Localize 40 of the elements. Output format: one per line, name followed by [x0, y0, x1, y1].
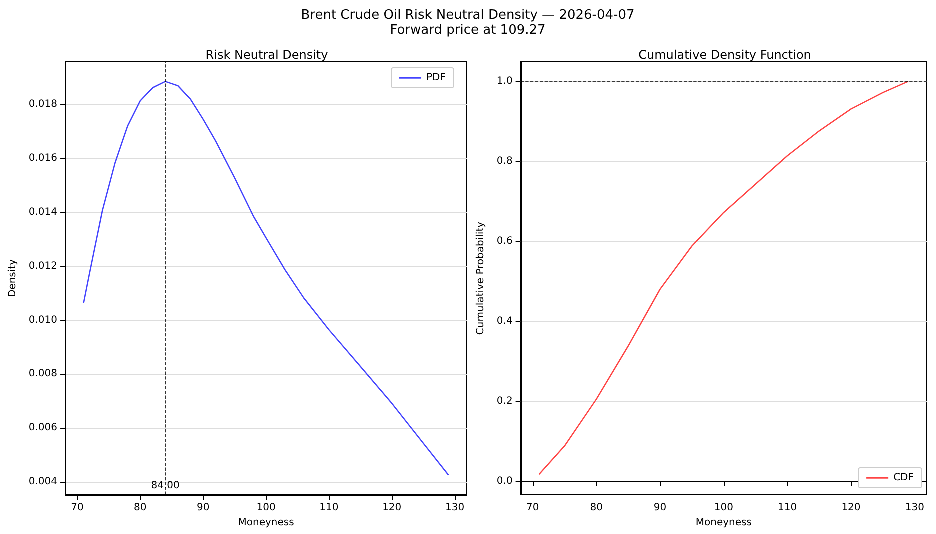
x-tick-label: 70 — [526, 502, 540, 514]
y-tick-label: 0.016 — [28, 153, 58, 164]
x-tick-label: 80 — [134, 502, 147, 514]
y-tick-label: 0.008 — [28, 368, 58, 380]
y-tick-label: 0.004 — [28, 476, 58, 488]
y-tick-label: 0.4 — [496, 316, 513, 327]
y-tick-label: 0.006 — [28, 422, 58, 434]
y-axis-title: Density — [8, 259, 18, 298]
legend-label: PDF — [426, 72, 446, 84]
x-tick-label: 120 — [842, 502, 861, 514]
y-tick-label: 0.010 — [28, 314, 58, 326]
x-tick-label: 110 — [320, 502, 339, 514]
y-tick-label: 0.2 — [496, 396, 513, 407]
y-tick-label: 0.012 — [28, 260, 58, 272]
y-axis-title: Cumulative Probability — [476, 222, 486, 336]
text: Forward price at 109.27 — [389, 23, 547, 38]
x-tick-label: 130 — [445, 502, 465, 514]
y-tick-label: 0.6 — [496, 236, 513, 248]
y-tick-label: 0.0 — [496, 476, 513, 487]
chart-title: Risk Neutral Density — [206, 48, 328, 62]
y-tick-label: 1.0 — [496, 76, 513, 88]
x-axis-title: Moneyness — [238, 517, 294, 528]
x-tick-label: 80 — [590, 502, 603, 514]
text: Brent Crude Oil Risk Neutral Density — 2026-04-07 — [300, 8, 636, 23]
x-tick-label: 120 — [382, 502, 402, 514]
x-tick-label: 100 — [256, 502, 276, 514]
x-tick-label: 70 — [71, 502, 84, 514]
legend-label: CDF — [894, 472, 914, 484]
ref-line-label: 84.00 — [151, 480, 180, 492]
y-tick-label: 0.018 — [28, 99, 58, 110]
x-tick-label: 90 — [196, 502, 210, 514]
y-tick-label: 0.014 — [28, 206, 58, 218]
x-axis-title: Moneyness — [696, 517, 752, 528]
y-tick-label: 0.8 — [496, 156, 513, 168]
chart-title: Cumulative Density Function — [638, 48, 812, 62]
x-tick-label: 90 — [654, 502, 667, 514]
x-tick-label: 100 — [714, 502, 734, 514]
line-series — [83, 81, 450, 476]
x-tick-label: 110 — [778, 502, 798, 514]
x-tick-label: 130 — [905, 502, 924, 514]
